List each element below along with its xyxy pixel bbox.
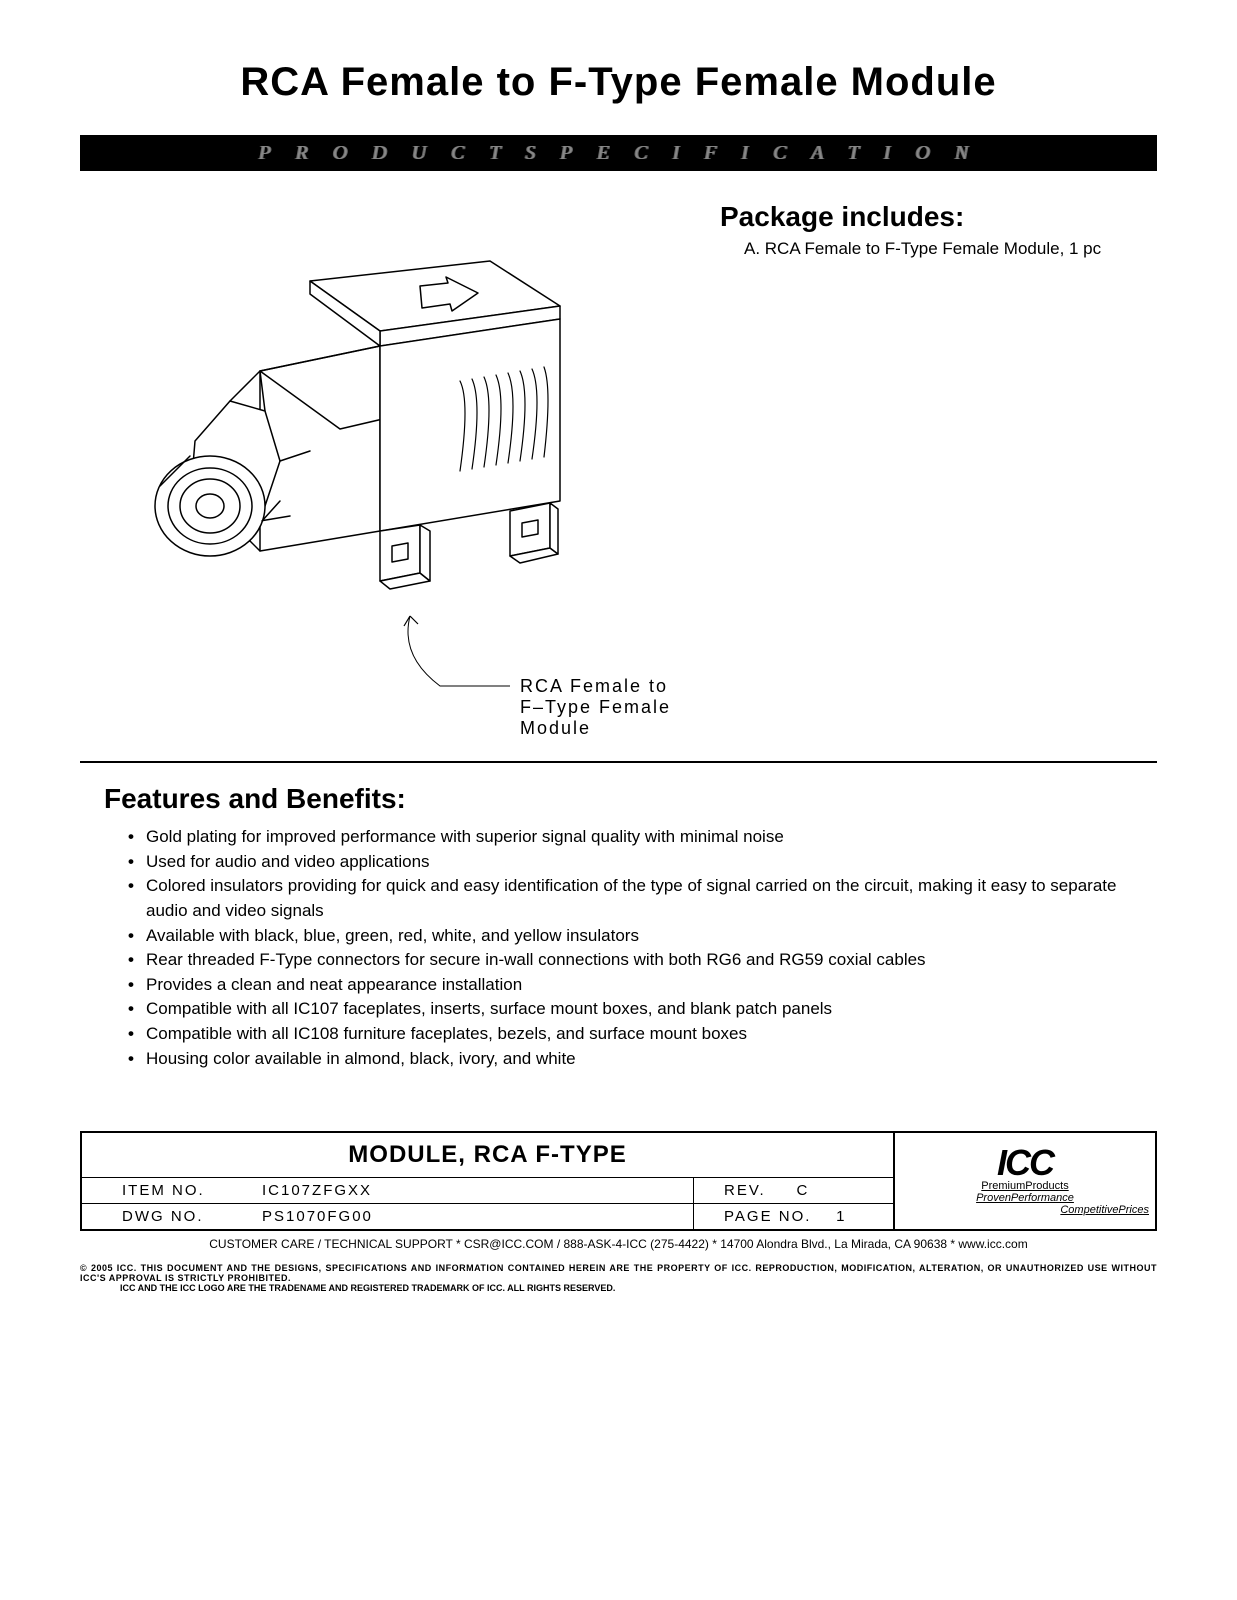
- section-divider: [80, 761, 1157, 763]
- tb-page-cell: PAGE NO. 1: [693, 1204, 893, 1229]
- footer-trademark: ICC AND THE ICC LOGO ARE THE TRADENAME A…: [80, 1283, 1157, 1293]
- tb-item-label: ITEM NO.: [82, 1178, 222, 1203]
- tb-dwg-label: DWG NO.: [82, 1204, 222, 1229]
- icc-logo: ICC: [997, 1147, 1053, 1179]
- diagram-callout: RCA Female to F–Type Female Module: [520, 676, 700, 739]
- features-heading: Features and Benefits:: [104, 783, 1133, 815]
- logo-block: ICC PremiumProducts ProvenPerformance Co…: [895, 1133, 1155, 1229]
- feature-item: Provides a clean and neat appearance ins…: [128, 973, 1133, 998]
- feature-item: Available with black, blue, green, red, …: [128, 924, 1133, 949]
- feature-item: Housing color available in almond, black…: [128, 1047, 1133, 1072]
- features-list: Gold plating for improved performance wi…: [104, 825, 1133, 1071]
- tb-dwg-value: PS1070FG00: [222, 1204, 693, 1229]
- feature-item: Compatible with all IC108 furniture face…: [128, 1022, 1133, 1047]
- feature-item: Rear threaded F-Type connectors for secu…: [128, 948, 1133, 973]
- spec-banner-text: P R O D U C T S P E C I F I C A T I O N: [259, 142, 979, 165]
- package-item: A. RCA Female to F-Type Female Module, 1…: [720, 239, 1157, 259]
- title-block: MODULE, RCA F-TYPE ITEM NO. IC107ZFGXX R…: [80, 1131, 1157, 1231]
- tagline-competitive: CompetitivePrices: [901, 1204, 1149, 1216]
- tb-item-value: IC107ZFGXX: [222, 1178, 693, 1203]
- page-title: RCA Female to F-Type Female Module: [80, 60, 1157, 105]
- tagline-premium: PremiumProducts: [981, 1180, 1068, 1192]
- feature-item: Colored insulators providing for quick a…: [128, 874, 1133, 923]
- spec-banner: P R O D U C T S P E C I F I C A T I O N: [80, 135, 1157, 171]
- feature-item: Gold plating for improved performance wi…: [128, 825, 1133, 850]
- tb-rev-cell: REV. C: [693, 1178, 893, 1203]
- footer-copyright: © 2005 ICC. THIS DOCUMENT AND THE DESIGN…: [80, 1263, 1157, 1283]
- feature-item: Compatible with all IC107 faceplates, in…: [128, 997, 1133, 1022]
- package-heading: Package includes:: [720, 201, 1157, 233]
- footer-contact: CUSTOMER CARE / TECHNICAL SUPPORT * CSR@…: [80, 1237, 1157, 1251]
- product-diagram: RCA Female to F–Type Female Module: [80, 201, 700, 741]
- tagline-proven: ProvenPerformance: [976, 1192, 1074, 1204]
- feature-item: Used for audio and video applications: [128, 850, 1133, 875]
- titleblock-heading: MODULE, RCA F-TYPE: [82, 1133, 893, 1178]
